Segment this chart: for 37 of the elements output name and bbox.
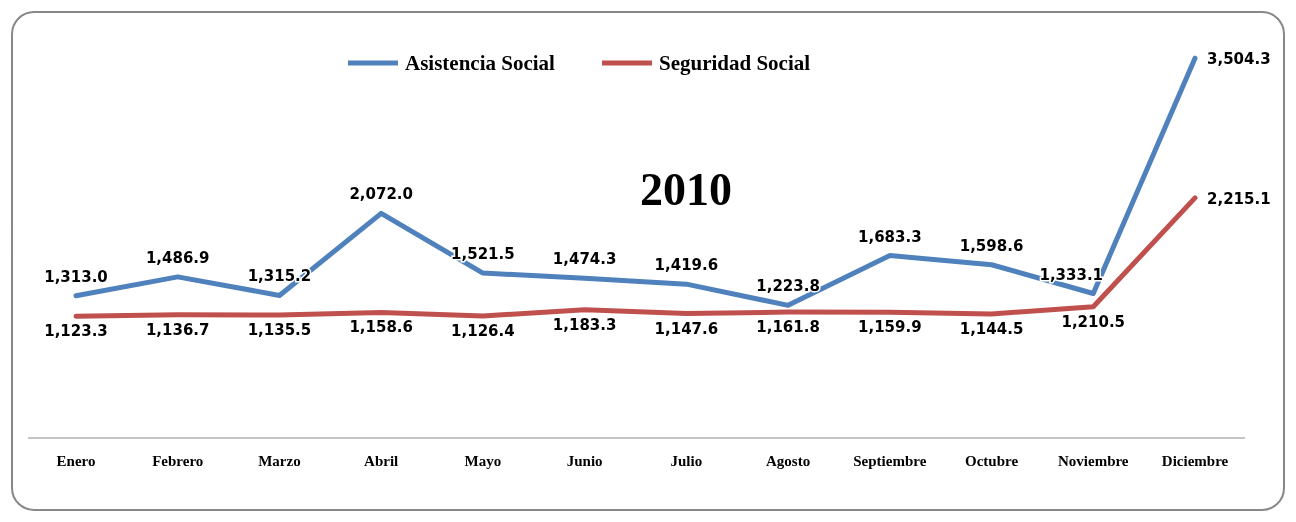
x-tick-label: Noviembre xyxy=(1058,453,1129,469)
x-tick-label: Mayo xyxy=(464,453,502,469)
data-label: 1,123.3 xyxy=(44,322,108,341)
x-tick-label: Enero xyxy=(56,453,96,469)
x-tick-label: Septiembre xyxy=(853,453,927,469)
data-label: 1,158.6 xyxy=(349,318,413,337)
data-label: 1,313.0 xyxy=(44,267,108,286)
annotation: 2010 xyxy=(640,164,732,215)
x-tick-label: Julio xyxy=(670,453,703,469)
data-label: 1,135.5 xyxy=(247,320,312,339)
data-label: 1,419.6 xyxy=(654,256,719,275)
data-label: 3,504.3 xyxy=(1207,50,1271,69)
data-label: 1,486.9 xyxy=(145,248,210,267)
legend-label: Asistencia Social xyxy=(405,51,556,75)
x-tick-label: Diciembre xyxy=(1161,453,1229,469)
data-label: 1,683.3 xyxy=(858,227,922,246)
data-label: 1,474.3 xyxy=(552,250,617,269)
x-tick-label: Febrero xyxy=(152,453,204,469)
x-tick-label: Abril xyxy=(364,453,399,469)
data-label: 1,210.5 xyxy=(1061,312,1126,331)
data-label: 1,183.3 xyxy=(552,315,617,334)
legend-label: Seguridad Social xyxy=(659,51,811,75)
x-tick-label: Agosto xyxy=(766,453,811,469)
data-label: 1,161.8 xyxy=(756,318,820,337)
data-label: 1,147.6 xyxy=(654,319,719,338)
data-label: 1,223.8 xyxy=(756,277,820,296)
x-tick-label: Marzo xyxy=(258,453,301,469)
x-tick-label: Octubre xyxy=(965,453,1019,469)
x-tick-label: Junio xyxy=(566,453,603,469)
data-label: 2,072.0 xyxy=(349,185,413,204)
data-label: 1,159.9 xyxy=(858,318,922,337)
data-label: 1,144.5 xyxy=(959,319,1024,338)
data-label: 1,136.7 xyxy=(145,320,210,339)
data-label: 1,126.4 xyxy=(451,321,515,340)
data-label: 1,521.5 xyxy=(451,245,515,264)
data-label: 2,215.1 xyxy=(1207,189,1271,208)
data-label: 1,598.6 xyxy=(959,236,1024,255)
